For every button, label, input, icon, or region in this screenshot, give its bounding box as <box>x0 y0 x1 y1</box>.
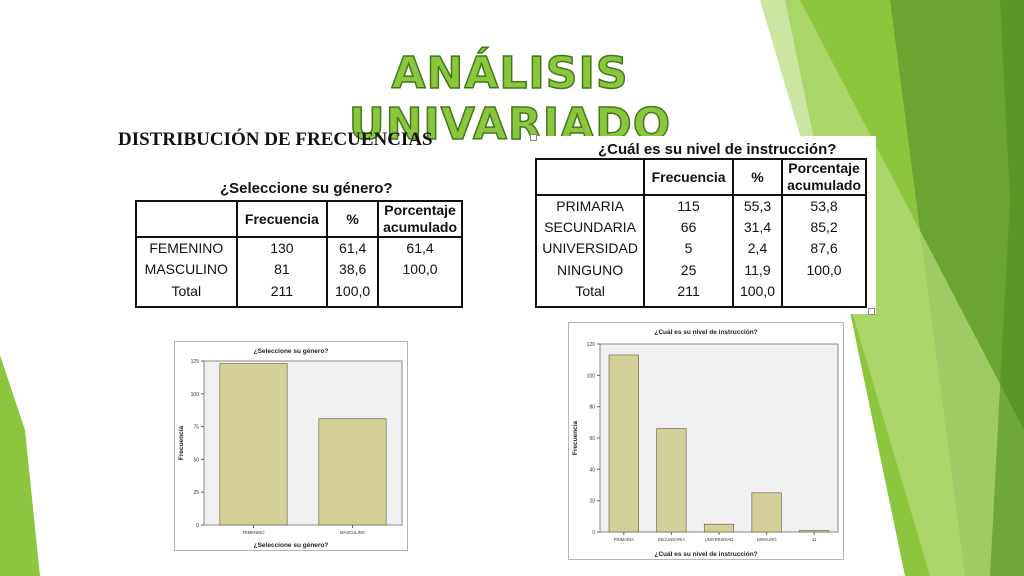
table-row: UNIVERSIDAD 5 2,4 87,6 <box>536 238 866 260</box>
cell-pct: 55,3 <box>731 195 783 218</box>
cell-cum: 85,2 <box>781 217 866 239</box>
bar <box>318 418 387 526</box>
cell-freq: 66 <box>643 217 733 239</box>
col-header-frecuencia: Frecuencia <box>643 159 733 195</box>
y-tick-label: 100 <box>191 392 200 398</box>
y-tick-label: 120 <box>587 342 596 348</box>
cell-freq: 211 <box>643 280 733 307</box>
table-instruccion-title: ¿Cuál es su nivel de instrucción? <box>598 141 837 158</box>
col-header-pct: % <box>731 159 783 195</box>
cell-pct: 61,4 <box>326 237 379 260</box>
table-row-total: Total 211 100,0 <box>136 280 462 307</box>
chart-instruccion-panel: ¿Cuál es su nivel de instrucción? ¿Cuál e… <box>568 322 844 560</box>
bar <box>656 428 687 533</box>
resize-handle-bottom-right[interactable] <box>868 308 875 315</box>
x-tick-label: FEMENINO <box>242 530 265 535</box>
deco-shape-left <box>0 355 40 576</box>
y-tick-label: 100 <box>587 373 596 379</box>
cell-freq: 130 <box>235 237 328 260</box>
table-instruccion: Frecuencia % Porcentaje acumulado PRIMAR… <box>535 158 867 308</box>
row-label: MASCULINO <box>144 261 228 278</box>
y-tick-label: 75 <box>193 425 199 431</box>
y-tick-label: 50 <box>193 457 199 463</box>
cell-pct: 31,4 <box>731 217 783 239</box>
cell-freq: 211 <box>235 280 328 307</box>
row-label: UNIVERSIDAD <box>542 240 638 257</box>
x-tick-label: SECUNDARIA <box>658 537 686 542</box>
table-corner-cell <box>536 159 644 195</box>
cell-pct: 100,0 <box>326 280 379 307</box>
row-label: PRIMARIA <box>556 198 624 215</box>
y-axis-label: Frecuencia <box>572 420 579 455</box>
table-row: SECUNDARIA 66 31,4 85,2 <box>536 217 866 239</box>
table-row: FEMENINO 130 61,4 61,4 <box>136 237 462 260</box>
x-axis-label: ¿Cuál es su nivel de instrucción? <box>654 551 757 558</box>
cell-pct: 100,0 <box>731 280 783 307</box>
cell-cum: 100,0 <box>377 259 462 281</box>
x-axis-label: ¿Seleccione su género? <box>254 542 329 549</box>
table-row-total: Total 211 100,0 <box>536 280 866 307</box>
bar <box>608 354 639 533</box>
chart-title: ¿Cuál es su nivel de instrucción? <box>654 329 757 336</box>
y-tick-label: 40 <box>589 467 595 473</box>
cell-cum: 100,0 <box>781 259 866 281</box>
section-subtitle: DISTRIBUCIÓN DE FRECUENCIAS <box>118 129 433 150</box>
row-label: SECUNDARIA <box>544 219 637 236</box>
cell-cum <box>781 280 866 307</box>
x-tick-label: PRIMARIA <box>614 537 634 542</box>
resize-handle-top-left[interactable] <box>530 134 537 141</box>
y-tick-label: 0 <box>592 530 595 536</box>
chart-genero-panel: ¿Seleccione su género? ¿Seleccione su gén… <box>174 341 408 551</box>
row-label: Total <box>171 282 202 299</box>
cell-pct: 2,4 <box>731 238 783 260</box>
cell-freq: 25 <box>643 259 733 281</box>
bar <box>703 523 735 533</box>
x-tick-label: MASCULINO <box>340 530 366 535</box>
bar <box>219 363 288 526</box>
row-label: Total <box>575 282 605 299</box>
y-axis-label: Frecuencia <box>178 425 185 460</box>
bar <box>799 530 830 533</box>
x-tick-label: 11 <box>812 537 817 542</box>
cell-freq: 5 <box>643 238 733 260</box>
table-row: NINGUNO 25 11,9 100,0 <box>536 259 866 281</box>
y-tick-label: 60 <box>589 436 595 442</box>
cell-cum: 53,8 <box>781 195 866 218</box>
plot-area <box>599 343 839 533</box>
y-tick-label: 25 <box>193 490 199 496</box>
x-tick-label: NINGUNO <box>757 537 778 542</box>
table-row: PRIMARIA 115 55,3 53,8 <box>536 195 866 218</box>
row-label: NINGUNO <box>557 261 624 278</box>
col-header-frecuencia: Frecuencia <box>235 201 328 237</box>
cell-pct: 11,9 <box>731 259 783 281</box>
x-tick-label: UNIVERSIDAD <box>705 537 734 542</box>
cell-pct: 38,6 <box>326 259 379 281</box>
table-genero: Frecuencia % Porcentaje acumulado FEMENI… <box>135 200 463 308</box>
table-genero-title: ¿Seleccione su género? <box>220 180 393 197</box>
col-header-acumulado: Porcentaje acumulado <box>781 159 866 195</box>
chart-genero: ¿Seleccione su género? ¿Seleccione su gén… <box>174 341 408 551</box>
y-tick-label: 0 <box>196 523 199 529</box>
deco-shape-dark <box>990 0 1024 576</box>
y-tick-label: 80 <box>589 405 595 411</box>
row-label: FEMENINO <box>149 240 224 257</box>
cell-cum: 61,4 <box>377 237 462 260</box>
col-header-acumulado: Porcentaje acumulado <box>377 201 462 237</box>
table-corner-cell <box>136 201 237 237</box>
y-tick-label: 125 <box>191 359 200 365</box>
table-row: MASCULINO 81 38,6 100,0 <box>136 259 462 281</box>
cell-freq: 115 <box>643 195 733 218</box>
chart-instruccion: ¿Cuál es su nivel de instrucción? ¿Cuál e… <box>568 322 844 560</box>
chart-title: ¿Seleccione su género? <box>254 348 329 355</box>
y-tick-label: 20 <box>589 499 595 505</box>
col-header-pct: % <box>326 201 379 237</box>
cell-cum <box>377 280 462 307</box>
cell-freq: 81 <box>235 259 328 281</box>
bar <box>751 492 782 533</box>
cell-cum: 87,6 <box>781 238 866 260</box>
